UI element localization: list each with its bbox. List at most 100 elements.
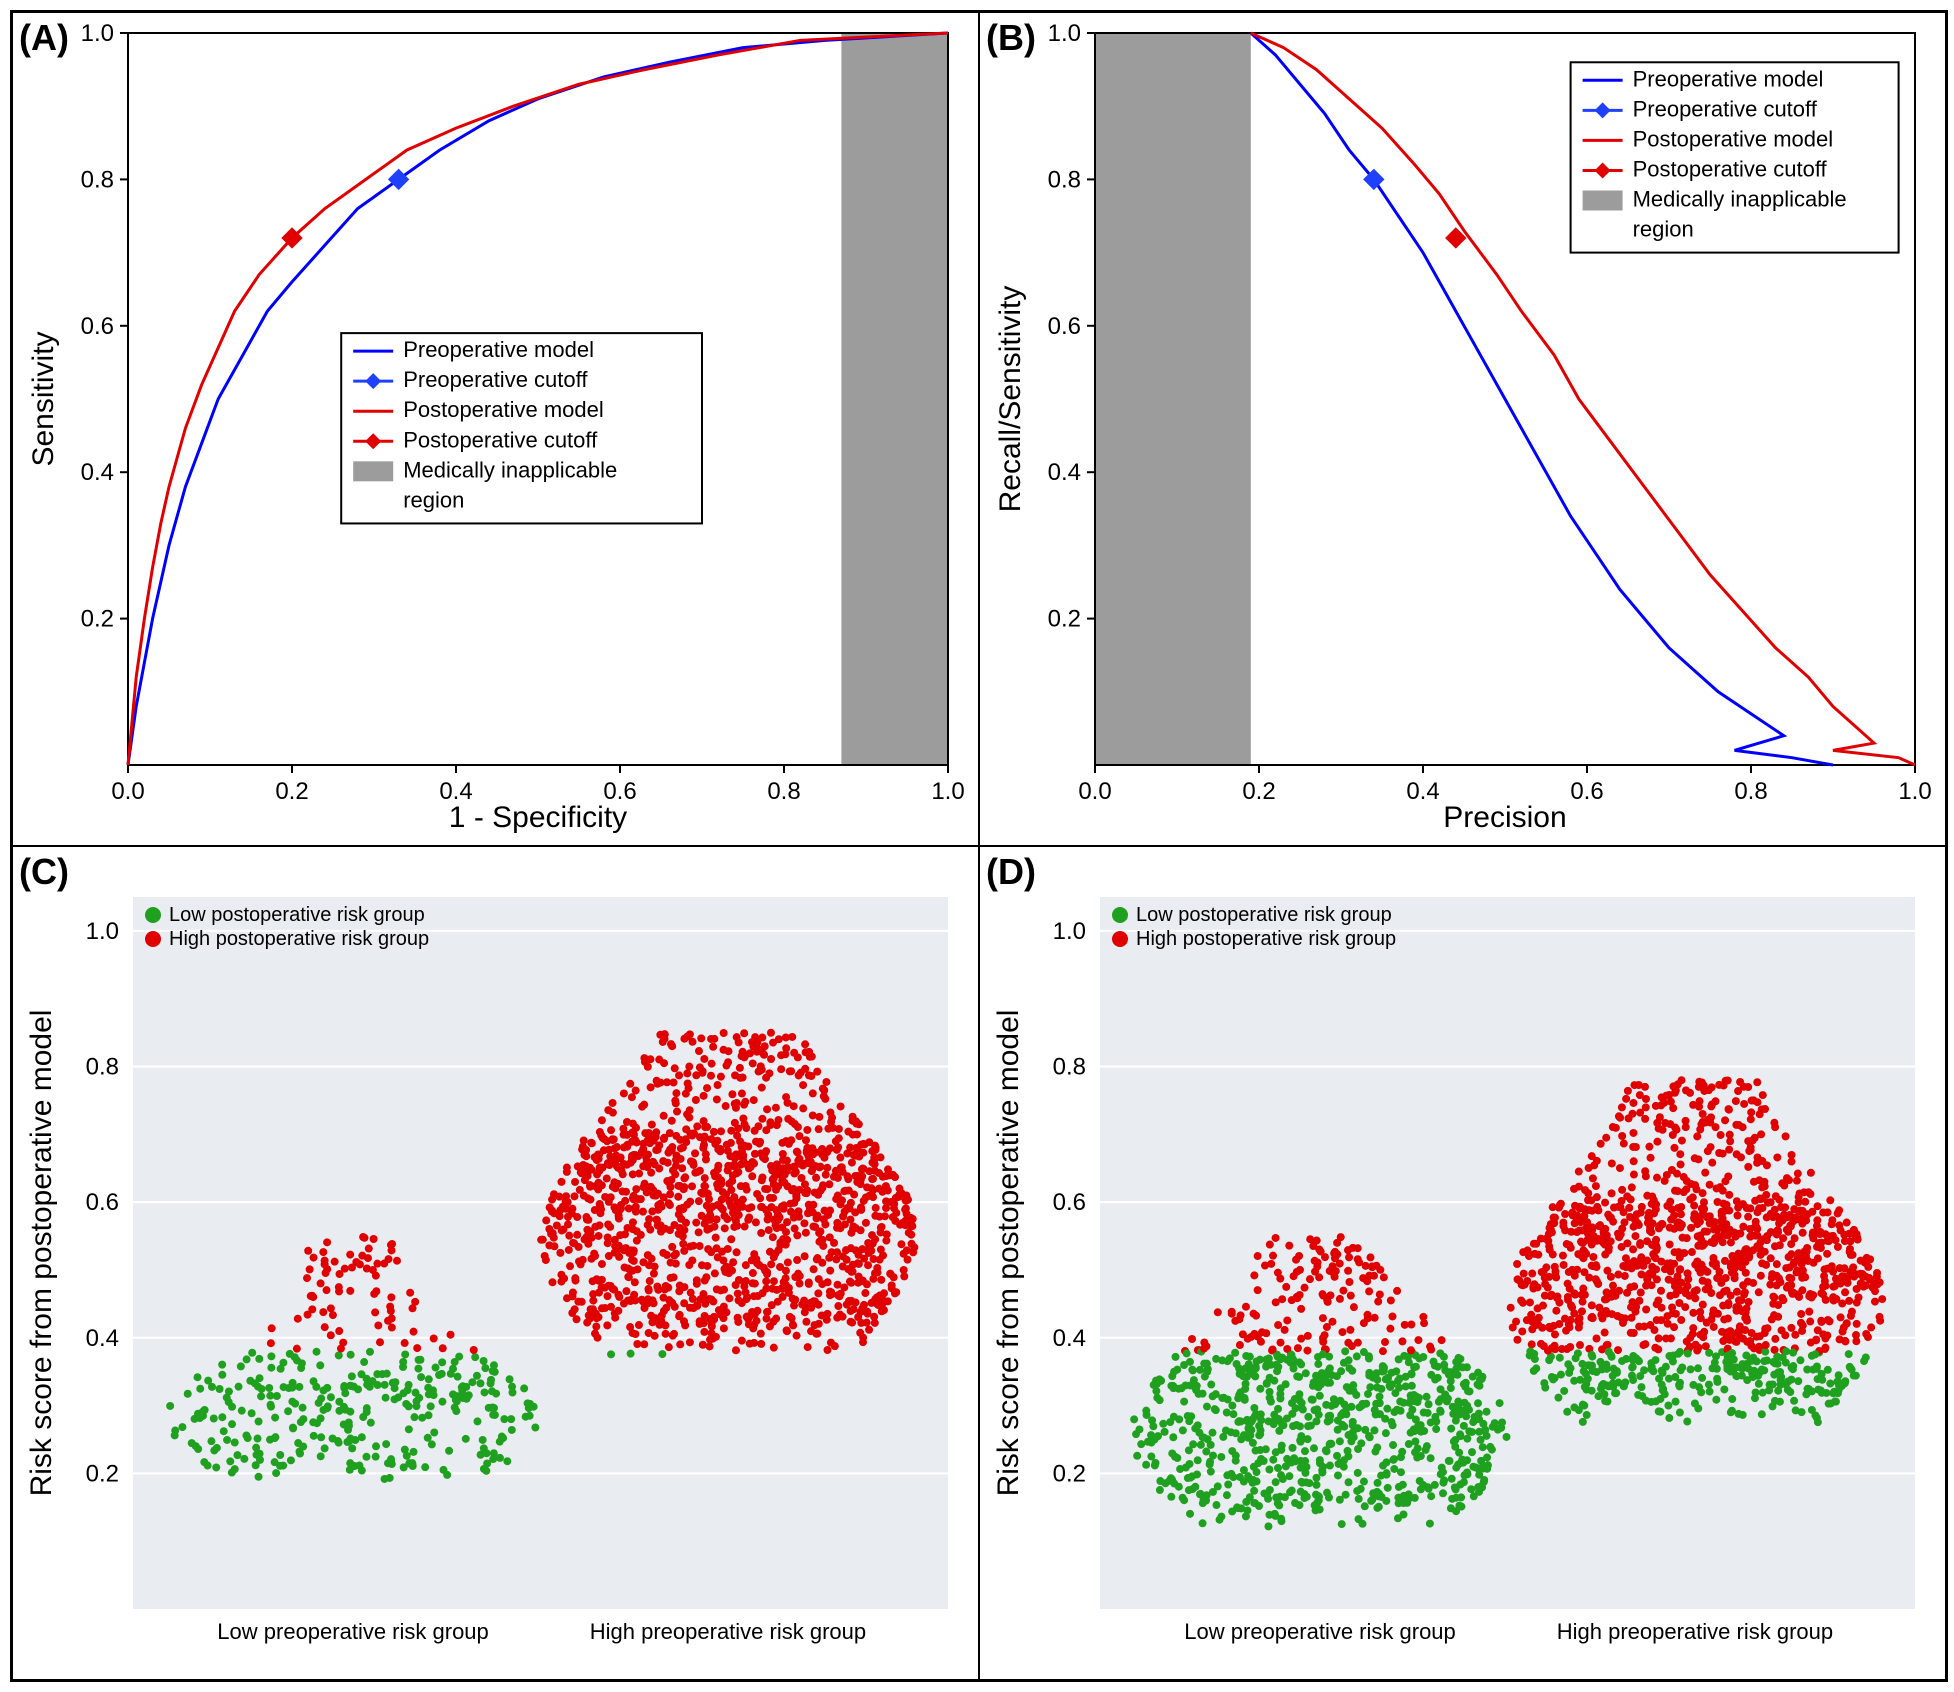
swarm-dot <box>625 1273 633 1281</box>
swarm-dot <box>1740 1290 1748 1298</box>
swarm-dot <box>718 1248 726 1256</box>
swarm-dot <box>799 1081 807 1089</box>
swarm-dot <box>675 1312 683 1320</box>
swarm-dot <box>1755 1380 1763 1388</box>
swarm-dot <box>757 1229 765 1237</box>
swarm-dot <box>1701 1169 1709 1177</box>
swarm-dot <box>1290 1454 1298 1462</box>
swarm-dot <box>1452 1417 1460 1425</box>
swarm-dot <box>693 1301 701 1309</box>
swarm-dot <box>1347 1292 1355 1300</box>
swarm-dot <box>739 1048 747 1056</box>
swarm-dot <box>1632 1303 1640 1311</box>
swarm-dot <box>1545 1230 1553 1238</box>
swarm-dot <box>1384 1374 1392 1382</box>
swarm-dot <box>287 1456 295 1464</box>
plot-bg <box>133 897 948 1609</box>
swarm-dot <box>1167 1493 1175 1501</box>
swarm-dot <box>1734 1250 1742 1258</box>
swarm-dot <box>1846 1248 1854 1256</box>
swarm-dot <box>876 1213 884 1221</box>
swarm-dot <box>1819 1290 1827 1298</box>
swarm-dot <box>670 1251 678 1259</box>
swarm-dot <box>557 1178 565 1186</box>
swarm-dot <box>700 1092 708 1100</box>
swarm-dot <box>1319 1314 1327 1322</box>
swarm-dot <box>859 1277 867 1285</box>
swarm-dot <box>756 1138 764 1146</box>
swarm-dot <box>487 1379 495 1387</box>
swarm-dot <box>1452 1365 1460 1373</box>
swarm-dot <box>1751 1134 1759 1142</box>
swarm-dot <box>891 1217 899 1225</box>
swarm-dot <box>299 1404 307 1412</box>
swarm-dot <box>852 1299 860 1307</box>
swarm-dot <box>462 1435 470 1443</box>
swarm-dot <box>1571 1272 1579 1280</box>
swarm-dot <box>700 1055 708 1063</box>
swarm-dot <box>1612 1124 1620 1132</box>
swarm-dot <box>646 1139 654 1147</box>
swarm-dot <box>810 1297 818 1305</box>
swarm-dot <box>1426 1520 1434 1528</box>
swarm-dot <box>690 1161 698 1169</box>
swarm-dot <box>900 1250 908 1258</box>
swarm-dot <box>658 1350 666 1358</box>
swarm-dot <box>1528 1340 1536 1348</box>
swarm-dot <box>1156 1477 1164 1485</box>
swarm-dot <box>1603 1231 1611 1239</box>
swarm-dot <box>1853 1299 1861 1307</box>
swarm-dot <box>1755 1204 1763 1212</box>
swarm-dot <box>860 1255 868 1263</box>
swarm-dot <box>1722 1274 1730 1282</box>
swarm-dot <box>610 1182 618 1190</box>
swarm-dot <box>321 1444 329 1452</box>
swarm-dot <box>770 1277 778 1285</box>
swarm-dot <box>859 1338 867 1346</box>
swarm-dot <box>1212 1390 1220 1398</box>
swarm-dot <box>345 1437 353 1445</box>
swarm-dot <box>679 1240 687 1248</box>
swarm-dot <box>1171 1453 1179 1461</box>
swarm-dot <box>267 1339 275 1347</box>
swarm-dot <box>1670 1323 1678 1331</box>
swarm-dot <box>1618 1357 1626 1365</box>
swarm-dot <box>372 1453 380 1461</box>
legend-label: Preoperative model <box>1633 66 1824 91</box>
swarm-dot <box>680 1183 688 1191</box>
swarm-dot <box>1866 1275 1874 1283</box>
swarm-dot <box>628 1128 636 1136</box>
swarm-dot <box>621 1197 629 1205</box>
swarm-dot <box>871 1146 879 1154</box>
swarm-dot <box>1666 1120 1674 1128</box>
swarm-dot <box>1824 1208 1832 1216</box>
swarm-dot <box>1333 1250 1341 1258</box>
swarm-dot <box>1142 1461 1150 1469</box>
swarm-dot <box>721 1224 729 1232</box>
swarm-dot <box>1792 1406 1800 1414</box>
swarm-dot <box>359 1233 367 1241</box>
swarm-dot <box>693 1122 701 1130</box>
swarm-dot <box>1773 1281 1781 1289</box>
swarm-dot <box>626 1323 634 1331</box>
swarm-dot <box>1130 1415 1138 1423</box>
swarm-dot <box>1242 1498 1250 1506</box>
swarm-dot <box>1228 1402 1236 1410</box>
swarm-dot <box>339 1339 347 1347</box>
swarm-dot <box>573 1315 581 1323</box>
swarm-dot <box>1242 1512 1250 1520</box>
swarm-dot <box>745 1164 753 1172</box>
swarm-dot <box>769 1233 777 1241</box>
swarm-dot <box>1457 1493 1465 1501</box>
swarm-dot <box>1629 1099 1637 1107</box>
swarm-dot <box>345 1422 353 1430</box>
swarm-dot <box>253 1451 261 1459</box>
swarm-dot <box>1687 1365 1695 1373</box>
swarm-dot <box>709 1043 717 1051</box>
swarm-dot <box>331 1258 339 1266</box>
swarm-dot <box>1399 1511 1407 1519</box>
swarm-dot <box>1489 1423 1497 1431</box>
swarm-dot <box>699 1190 707 1198</box>
swarm-dot <box>837 1102 845 1110</box>
legend-label: High postoperative risk group <box>1136 928 1396 950</box>
